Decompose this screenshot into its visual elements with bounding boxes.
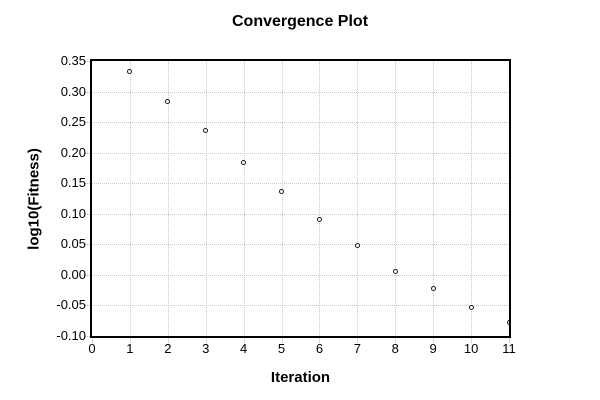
y-tick-mark bbox=[84, 213, 90, 215]
y-tick-mark bbox=[84, 91, 90, 93]
x-gridline bbox=[471, 61, 473, 336]
x-tick-label: 8 bbox=[391, 341, 399, 356]
data-point bbox=[203, 128, 209, 134]
x-gridline bbox=[205, 61, 207, 336]
y-tick-mark bbox=[84, 274, 90, 276]
x-tick-label: 7 bbox=[353, 341, 361, 356]
x-tick-mark bbox=[395, 338, 397, 343]
x-tick-label: 10 bbox=[463, 341, 479, 356]
y-tick-mark bbox=[84, 244, 90, 246]
x-tick-label: 5 bbox=[277, 341, 286, 356]
y-tick-mark bbox=[84, 152, 90, 154]
y-tick-mark bbox=[84, 61, 90, 62]
y-gridline bbox=[92, 244, 509, 246]
y-gridline bbox=[92, 152, 509, 154]
x-tick-label: 0 bbox=[88, 341, 96, 356]
y-tick-label: 0.15 bbox=[60, 175, 86, 191]
data-point bbox=[316, 217, 322, 223]
x-tick-mark bbox=[471, 338, 473, 343]
x-tick-mark bbox=[357, 338, 359, 343]
y-gridline bbox=[92, 213, 509, 215]
y-tick-mark bbox=[84, 336, 90, 337]
y-tick-label: 0.35 bbox=[60, 53, 86, 68]
x-tick-mark bbox=[281, 338, 283, 343]
x-tick-mark bbox=[319, 338, 321, 343]
plot-area bbox=[90, 59, 511, 338]
plot-inner-region bbox=[92, 61, 509, 336]
x-gridline bbox=[395, 61, 397, 336]
x-axis-title: Iteration bbox=[270, 369, 331, 386]
y-tick-label: 0.20 bbox=[60, 144, 86, 160]
x-gridline bbox=[243, 61, 245, 336]
y-tick-label: 0.00 bbox=[60, 266, 86, 282]
x-gridline bbox=[167, 61, 169, 336]
data-point bbox=[165, 98, 171, 104]
x-gridline bbox=[281, 61, 283, 336]
chart-title: Convergence Plot bbox=[231, 13, 369, 30]
x-tick-label: 11 bbox=[502, 341, 516, 356]
data-point bbox=[279, 188, 285, 194]
data-point bbox=[468, 305, 474, 311]
x-tick-mark bbox=[205, 338, 207, 343]
y-tick-label: 0.25 bbox=[60, 114, 86, 130]
x-gridline bbox=[433, 61, 435, 336]
x-tick-mark bbox=[167, 338, 169, 343]
x-tick-mark bbox=[243, 338, 245, 343]
data-point bbox=[127, 68, 133, 74]
data-point bbox=[392, 268, 398, 274]
x-tick-label: 2 bbox=[164, 341, 172, 356]
x-tick-mark bbox=[509, 338, 510, 343]
y-tick-label: -0.05 bbox=[56, 297, 86, 313]
y-tick-mark bbox=[84, 305, 90, 307]
data-point bbox=[354, 243, 360, 249]
y-axis-title: log10(Fitness) bbox=[25, 148, 43, 250]
y-tick-label: 0.10 bbox=[60, 205, 86, 221]
y-gridline bbox=[92, 305, 509, 307]
x-gridline bbox=[319, 61, 321, 336]
y-gridline bbox=[92, 274, 509, 276]
x-tick-mark bbox=[129, 338, 131, 343]
x-tick-mark bbox=[92, 338, 93, 343]
data-point bbox=[430, 286, 436, 292]
y-tick-mark bbox=[84, 183, 90, 185]
y-tick-mark bbox=[84, 122, 90, 124]
x-gridline bbox=[129, 61, 131, 336]
data-point bbox=[241, 159, 247, 165]
y-tick-label: -0.10 bbox=[56, 328, 86, 343]
x-gridline bbox=[357, 61, 359, 336]
x-tick-label: 1 bbox=[126, 341, 134, 356]
data-point bbox=[506, 320, 509, 326]
y-gridline bbox=[92, 122, 509, 124]
x-tick-label: 4 bbox=[240, 341, 248, 356]
y-tick-label: 0.30 bbox=[60, 83, 86, 99]
y-tick-label: 0.05 bbox=[60, 236, 86, 252]
x-tick-mark bbox=[433, 338, 435, 343]
y-gridline bbox=[92, 91, 509, 93]
y-gridline bbox=[92, 183, 509, 185]
x-tick-label: 9 bbox=[429, 341, 437, 356]
x-tick-label: 3 bbox=[202, 341, 210, 356]
x-tick-label: 6 bbox=[315, 341, 324, 356]
